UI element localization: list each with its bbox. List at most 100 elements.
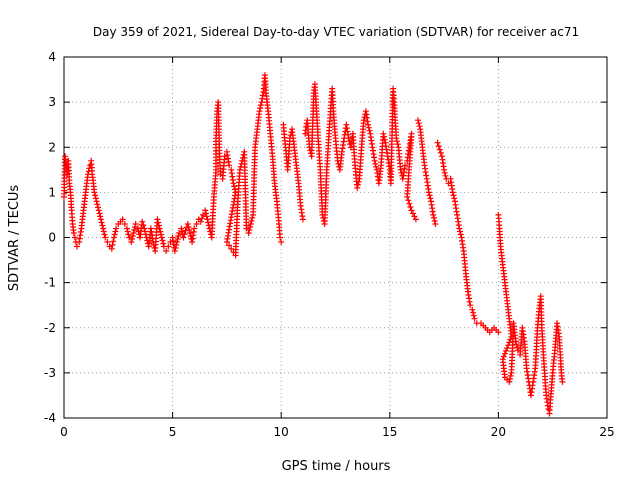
data-point bbox=[221, 153, 228, 160]
data-point bbox=[92, 192, 99, 199]
y-tick-label: 4 bbox=[48, 50, 56, 64]
data-point bbox=[181, 231, 188, 238]
data-point bbox=[95, 204, 101, 211]
data-point bbox=[184, 221, 191, 227]
data-point bbox=[457, 228, 463, 235]
data-point bbox=[129, 236, 136, 242]
data-point bbox=[104, 239, 111, 245]
data-point bbox=[155, 222, 162, 229]
data-point bbox=[514, 344, 521, 351]
data-point bbox=[197, 218, 204, 225]
data-point bbox=[427, 195, 434, 202]
data-point bbox=[248, 218, 255, 224]
data-point bbox=[245, 230, 252, 236]
data-point bbox=[365, 121, 372, 128]
data-point bbox=[441, 169, 448, 176]
data-point bbox=[223, 239, 230, 245]
data-point bbox=[416, 123, 423, 130]
data-point bbox=[426, 192, 433, 199]
data-point bbox=[506, 378, 513, 385]
data-point bbox=[345, 135, 352, 142]
data-point bbox=[113, 225, 120, 232]
data-point bbox=[124, 228, 131, 235]
data-point bbox=[110, 238, 117, 245]
data-point bbox=[132, 221, 139, 227]
data-point bbox=[193, 221, 200, 227]
data-point bbox=[529, 382, 536, 389]
x-tick-label: 15 bbox=[382, 425, 397, 439]
data-point bbox=[185, 224, 192, 230]
data-point bbox=[112, 228, 119, 235]
data-point bbox=[111, 231, 118, 238]
data-point bbox=[425, 189, 432, 196]
y-tick-label: -4 bbox=[44, 411, 56, 425]
data-point bbox=[155, 219, 162, 226]
data-point bbox=[257, 102, 264, 109]
data-point bbox=[92, 195, 99, 202]
data-point bbox=[434, 139, 441, 146]
y-tick-label: -2 bbox=[44, 321, 56, 335]
data-point bbox=[435, 143, 442, 150]
data-point bbox=[128, 239, 135, 245]
data-point bbox=[180, 234, 187, 241]
data-point bbox=[394, 141, 401, 148]
data-point bbox=[407, 204, 414, 210]
data-point bbox=[100, 228, 107, 235]
data-point bbox=[74, 243, 80, 250]
data-point bbox=[523, 365, 530, 372]
data-point bbox=[121, 221, 128, 227]
data-point bbox=[70, 230, 77, 236]
data-point bbox=[109, 242, 116, 248]
data-point bbox=[124, 225, 130, 232]
y-tick-label: 0 bbox=[48, 231, 56, 245]
grid-lines bbox=[64, 57, 607, 418]
data-point bbox=[226, 162, 233, 169]
data-point bbox=[204, 216, 211, 223]
data-point bbox=[431, 214, 437, 221]
data-point bbox=[278, 239, 285, 245]
data-point bbox=[469, 306, 476, 313]
data-point bbox=[97, 216, 104, 223]
data-point bbox=[470, 309, 477, 316]
data-point bbox=[173, 239, 180, 245]
chart-title: Day 359 of 2021, Sidereal Day-to-day VTE… bbox=[93, 25, 579, 39]
data-point bbox=[371, 157, 378, 164]
data-point bbox=[451, 195, 458, 202]
x-tick-label: 25 bbox=[599, 425, 614, 439]
data-point bbox=[257, 105, 264, 112]
data-point bbox=[93, 198, 100, 205]
data-point bbox=[173, 242, 180, 248]
data-point bbox=[97, 213, 104, 220]
x-tick-label: 5 bbox=[169, 425, 177, 439]
data-point bbox=[175, 233, 182, 239]
data-point bbox=[432, 221, 439, 227]
data-point bbox=[178, 225, 185, 232]
data-point bbox=[404, 193, 411, 200]
data-point bbox=[108, 245, 115, 252]
data-point bbox=[402, 162, 408, 169]
data-point bbox=[415, 120, 422, 127]
data-point bbox=[457, 231, 464, 238]
data-point bbox=[441, 166, 448, 173]
data-point bbox=[230, 180, 237, 187]
data-point bbox=[555, 327, 562, 333]
data-point bbox=[198, 215, 205, 222]
data-point bbox=[354, 181, 361, 188]
data-point bbox=[231, 183, 238, 190]
y-tick-label: -1 bbox=[44, 276, 56, 290]
data-point bbox=[102, 234, 109, 241]
data-point bbox=[519, 328, 526, 335]
data-point bbox=[129, 233, 136, 239]
data-point bbox=[445, 180, 452, 187]
data-point bbox=[142, 228, 149, 235]
data-point bbox=[360, 117, 367, 124]
data-point bbox=[507, 372, 514, 379]
data-point bbox=[247, 224, 254, 230]
data-point bbox=[202, 210, 209, 217]
data-point bbox=[366, 127, 373, 134]
data-point bbox=[71, 234, 78, 241]
data-point bbox=[246, 227, 253, 233]
data-point bbox=[365, 124, 372, 131]
data-point bbox=[99, 222, 106, 229]
